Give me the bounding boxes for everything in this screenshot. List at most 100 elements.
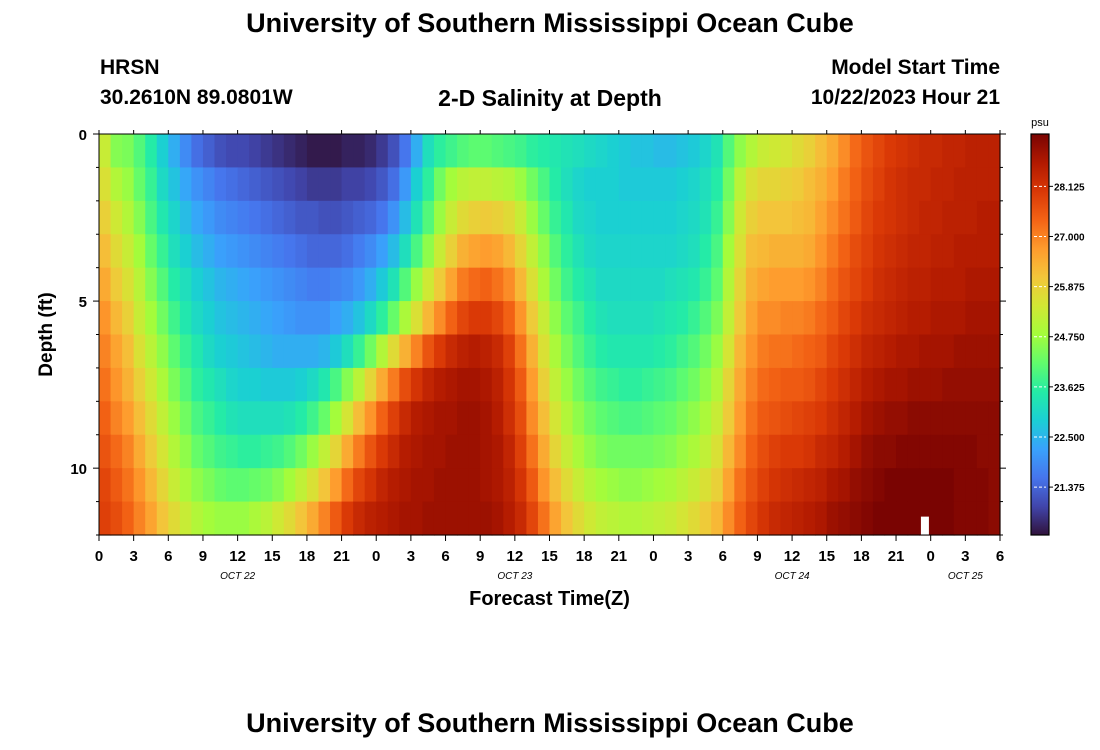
colorbar — [1030, 133, 1050, 536]
heatmap-cell — [803, 267, 816, 302]
heatmap-cell — [838, 434, 851, 469]
heatmap-cell — [757, 167, 770, 202]
heatmap-cell — [572, 434, 585, 469]
heatmap-cell — [422, 501, 435, 536]
heatmap-cell — [122, 367, 135, 402]
heatmap-cell — [526, 200, 539, 235]
heatmap-cell — [433, 501, 447, 536]
heatmap-cell — [526, 167, 539, 202]
heatmap-cell — [295, 301, 308, 336]
heatmap-cell — [699, 367, 712, 402]
heatmap-cell — [711, 167, 724, 202]
x-tick-label: 18 — [576, 548, 593, 565]
heatmap-cell — [595, 367, 608, 402]
heatmap-cell — [595, 200, 608, 235]
heatmap-cell — [953, 234, 966, 269]
heatmap-cell — [410, 200, 424, 235]
heatmap-cell — [433, 401, 447, 436]
heatmap-cell — [792, 167, 805, 202]
heatmap-cell — [445, 468, 458, 503]
heatmap-cell — [711, 501, 724, 536]
x-tick-label: 6 — [441, 548, 449, 565]
heatmap-cell — [226, 501, 239, 536]
heatmap-cell — [826, 367, 839, 402]
heatmap-cell — [919, 334, 932, 369]
heatmap-cell — [433, 167, 447, 202]
heatmap-cell — [491, 501, 504, 536]
heatmap-cell — [607, 301, 620, 336]
heatmap-cell — [919, 200, 932, 235]
heatmap-cell — [792, 468, 805, 503]
heatmap-cell — [145, 501, 158, 536]
heatmap-cell — [549, 334, 562, 369]
heatmap-cell — [468, 434, 481, 469]
heatmap-cell — [780, 301, 793, 336]
heatmap-cell — [214, 401, 227, 436]
heatmap-cell — [399, 234, 412, 269]
heatmap-cell — [584, 434, 597, 469]
heatmap-cell — [249, 334, 262, 369]
heatmap-cell — [514, 234, 527, 269]
heatmap-cell — [826, 401, 839, 436]
heatmap-cell — [584, 468, 597, 503]
heatmap-cell — [249, 434, 262, 469]
heatmap-cell — [665, 167, 678, 202]
heatmap-cell — [283, 501, 296, 536]
heatmap-cell — [872, 334, 886, 369]
heatmap-cell — [503, 367, 516, 402]
heatmap-cell — [410, 501, 424, 536]
heatmap-cell — [676, 334, 689, 369]
colorbar-tick-label: 21.375 — [1054, 483, 1085, 494]
heatmap-cell — [491, 468, 504, 503]
heatmap-cell — [688, 301, 701, 336]
heatmap-cell — [803, 301, 816, 336]
heatmap-cell — [260, 468, 273, 503]
heatmap-cell — [630, 134, 643, 169]
heatmap-cell — [549, 434, 562, 469]
heatmap-cell — [503, 501, 516, 536]
heatmap-cell — [503, 200, 516, 235]
heatmap-cell — [907, 334, 920, 369]
heatmap-cell — [318, 267, 331, 302]
heatmap-cell — [641, 301, 655, 336]
heatmap-cell — [249, 301, 262, 336]
heatmap-cell — [953, 334, 966, 369]
heatmap-cell — [503, 267, 516, 302]
heatmap-cell — [815, 501, 828, 536]
heatmap-cell — [330, 301, 343, 336]
heatmap-cell — [110, 501, 123, 536]
heatmap-cell — [295, 334, 308, 369]
heatmap-cell — [930, 434, 943, 469]
heatmap-cell — [537, 167, 551, 202]
heatmap-cell — [226, 301, 239, 336]
heatmap-cell — [260, 134, 273, 169]
heatmap-cell — [145, 167, 158, 202]
x-tick-label: 6 — [164, 548, 172, 565]
heatmap-cell — [907, 434, 920, 469]
heatmap-cell — [110, 367, 123, 402]
heatmap-cell — [399, 468, 412, 503]
heatmap-cell — [988, 334, 1001, 369]
heatmap-cell — [803, 401, 816, 436]
x-tick-label: 15 — [264, 548, 281, 565]
heatmap-cell — [341, 401, 354, 436]
heatmap-cell — [457, 167, 470, 202]
heatmap-cell — [318, 468, 331, 503]
heatmap-cell — [110, 301, 123, 336]
heatmap-cell — [330, 200, 343, 235]
heatmap-cell — [907, 401, 920, 436]
heatmap-cell — [330, 334, 343, 369]
heatmap-cell — [826, 167, 839, 202]
heatmap-cell — [826, 301, 839, 336]
heatmap-cell — [249, 501, 262, 536]
heatmap-cell — [468, 234, 481, 269]
heatmap-cell — [145, 367, 158, 402]
heatmap-cell — [537, 434, 551, 469]
heatmap-cell — [826, 434, 839, 469]
heatmap-cell — [665, 200, 678, 235]
heatmap-cell — [283, 167, 296, 202]
heatmap-cell — [838, 501, 851, 536]
heatmap-cell — [572, 401, 585, 436]
heatmap-cell — [480, 468, 493, 503]
heatmap-cell — [179, 501, 193, 536]
